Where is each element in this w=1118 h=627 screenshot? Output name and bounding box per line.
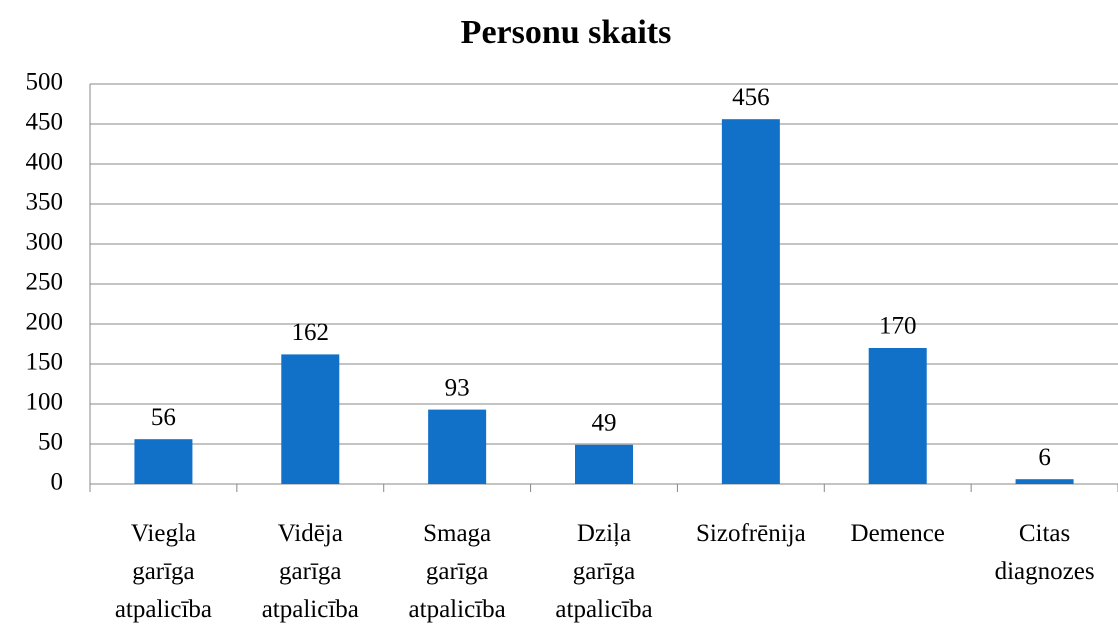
y-tick-label: 150 bbox=[26, 349, 64, 376]
chart-title: Personu skaits bbox=[461, 14, 672, 51]
data-label: 162 bbox=[292, 319, 330, 346]
data-label: 6 bbox=[1038, 444, 1051, 471]
data-label: 170 bbox=[879, 313, 917, 340]
bar bbox=[575, 444, 633, 484]
data-label: 49 bbox=[592, 410, 617, 437]
x-tick-label: Demence bbox=[851, 520, 945, 547]
y-tick-label: 300 bbox=[26, 229, 64, 256]
x-tick-label: Dziļa garīga atpalicība bbox=[555, 520, 652, 623]
bar bbox=[134, 439, 193, 484]
bar bbox=[281, 354, 340, 484]
x-tick-label: Smaga garīga atpalicība bbox=[409, 520, 506, 623]
y-tick-label: 50 bbox=[38, 429, 63, 456]
bar bbox=[868, 348, 927, 484]
x-tick-label: Viegla garīga atpalicība bbox=[115, 520, 212, 623]
y-tick-label: 500 bbox=[26, 69, 64, 96]
y-tick-label: 0 bbox=[51, 469, 64, 496]
x-tick-label: Citas diagnozes bbox=[995, 520, 1095, 585]
y-tick-label: 250 bbox=[26, 269, 64, 296]
y-tick-label: 200 bbox=[26, 309, 64, 336]
y-tick-label: 350 bbox=[26, 189, 64, 216]
bar bbox=[428, 409, 487, 484]
data-label: 56 bbox=[151, 404, 176, 431]
y-tick-label: 450 bbox=[26, 109, 64, 136]
bar bbox=[1015, 479, 1074, 484]
data-label: 93 bbox=[445, 374, 470, 401]
data-label: 456 bbox=[732, 84, 770, 111]
y-tick-label: 400 bbox=[26, 149, 64, 176]
y-tick-label: 100 bbox=[26, 389, 64, 416]
bar bbox=[721, 119, 780, 484]
x-tick-label: Sizofrēnija bbox=[696, 520, 806, 547]
x-tick-label: Vidēja garīga atpalicība bbox=[262, 520, 359, 623]
